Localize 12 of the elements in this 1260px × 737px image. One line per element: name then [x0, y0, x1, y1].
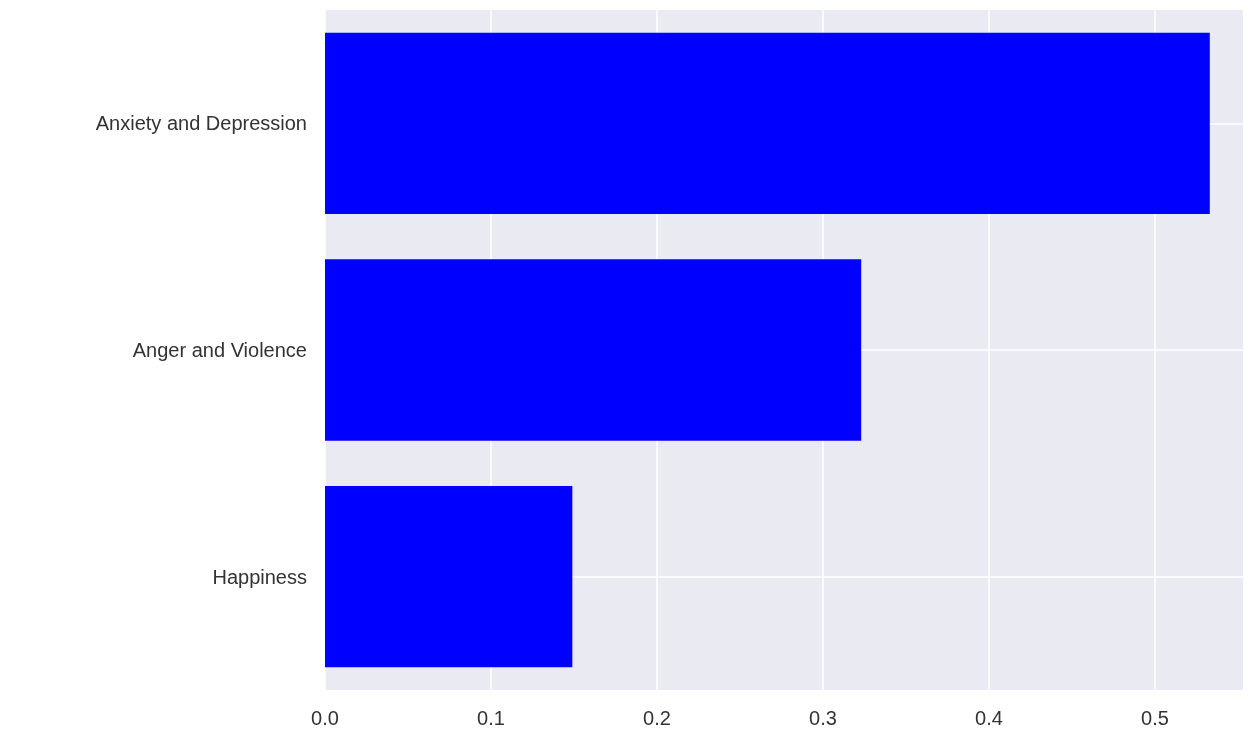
- x-tick-label: 0.2: [643, 707, 671, 729]
- x-tick-label: 0.3: [809, 707, 837, 729]
- x-tick-label: 0.1: [477, 707, 505, 729]
- y-tick-label: Happiness: [212, 565, 307, 588]
- y-tick-label: Anxiety and Depression: [95, 112, 307, 135]
- bar: [325, 486, 573, 668]
- y-tick-label: Anger and Violence: [132, 339, 307, 361]
- x-tick-label: 0.4: [975, 707, 1003, 729]
- x-tick-label: 0.5: [1141, 707, 1169, 729]
- x-tick-label: 0.0: [311, 707, 339, 729]
- bar: [325, 32, 1210, 214]
- bar: [325, 259, 862, 441]
